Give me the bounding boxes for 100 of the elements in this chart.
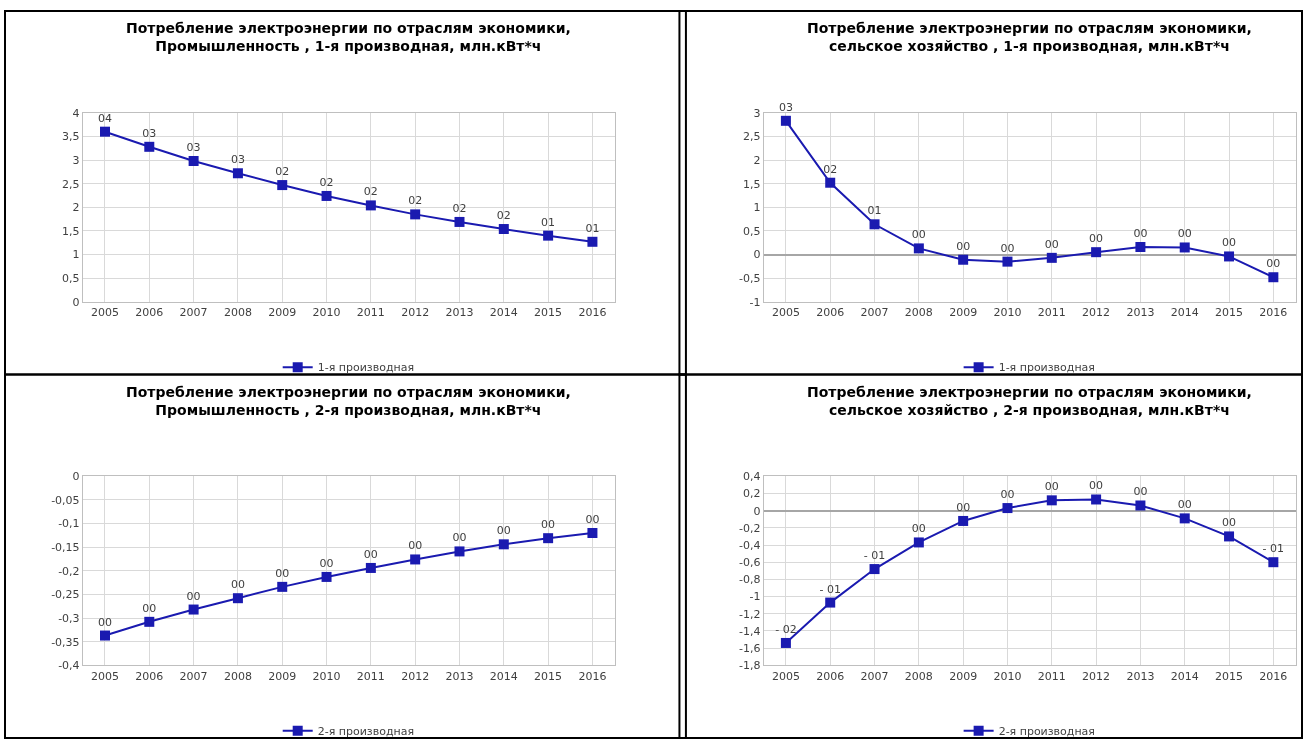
data-label: 00 (1266, 257, 1281, 271)
data-label: - 02 (775, 622, 797, 636)
point (498, 224, 509, 235)
x-tick-label: 2016 (1259, 306, 1288, 319)
data-label: 00 (911, 522, 926, 536)
x-tick-label: 2005 (771, 669, 800, 683)
data-label: 04 (97, 111, 112, 125)
y-tick-label: 0,5 (62, 272, 80, 286)
data-label: - 01 (1262, 542, 1285, 556)
y-tick-label: 1 (753, 201, 761, 215)
y-tick-label: -0,6 (739, 556, 761, 570)
point (232, 168, 243, 179)
data-label: - 01 (819, 582, 841, 596)
point (232, 593, 243, 604)
point (869, 219, 880, 230)
point (144, 141, 155, 152)
data-label: - 01 (863, 549, 886, 563)
x-tick-label: 2014 (489, 306, 518, 319)
x-tick-label: 2015 (534, 669, 563, 683)
x-tick-label: 2011 (1037, 669, 1066, 683)
point (144, 616, 155, 627)
point (1179, 242, 1190, 253)
data-label: 02 (319, 175, 334, 189)
y-tick-label: 3,5 (62, 130, 80, 144)
y-tick-label: -0,2 (739, 521, 761, 535)
x-tick-label: 2013 (1126, 669, 1155, 683)
point (543, 230, 554, 241)
data-label: 00 (408, 539, 423, 553)
y-tick-label: 0 (72, 470, 80, 484)
x-tick-label: 2009 (268, 306, 297, 319)
data-label: 03 (142, 126, 157, 140)
x-tick-label: 2008 (904, 306, 933, 319)
point (825, 177, 836, 188)
point (365, 200, 376, 211)
x-tick-label: 2005 (771, 306, 800, 319)
x-tick-label: 2006 (135, 306, 164, 319)
x-tick-label: 2006 (135, 669, 164, 683)
y-tick-label: -0,8 (739, 573, 761, 587)
point (321, 190, 332, 201)
x-tick-label: 2012 (1082, 669, 1111, 683)
y-tick-label: 2 (72, 201, 80, 215)
data-label: 00 (956, 500, 971, 514)
y-tick-label: 1 (72, 248, 80, 262)
x-tick-label: 2016 (578, 306, 607, 319)
legend-label: 1-я производная (998, 361, 1095, 375)
x-tick-label: 2014 (489, 669, 518, 683)
x-tick-label: 2013 (1126, 306, 1155, 319)
point (1002, 503, 1013, 514)
x-tick-label: 2005 (90, 306, 119, 319)
point (188, 155, 199, 166)
x-tick-label: 2007 (860, 669, 889, 683)
data-label: 00 (319, 556, 334, 570)
data-label: 00 (97, 615, 112, 629)
x-tick-label: 2011 (1037, 306, 1066, 319)
y-tick-label: -0,1 (58, 517, 80, 531)
data-label: 02 (408, 194, 423, 208)
point (780, 637, 791, 648)
y-tick-label: 1,5 (62, 224, 80, 238)
x-tick-label: 2012 (401, 669, 430, 683)
x-tick-label: 2010 (993, 669, 1022, 683)
data-label: 00 (1089, 232, 1104, 246)
x-tick-label: 2012 (401, 306, 430, 319)
x-tick-label: 2009 (268, 669, 297, 683)
data-label: 00 (585, 512, 600, 526)
data-label: 02 (496, 209, 511, 223)
point (99, 630, 110, 641)
data-label: 00 (363, 547, 378, 561)
x-tick-label: 2015 (534, 306, 563, 319)
point (277, 581, 288, 592)
y-tick-label: -1,6 (739, 641, 761, 655)
legend-label: 1-я производная (317, 361, 415, 375)
data-label: 00 (1222, 236, 1237, 250)
point (780, 115, 791, 126)
data-label: 00 (496, 524, 511, 538)
x-tick-label: 2006 (816, 669, 845, 683)
legend-label: 2-я производная (998, 724, 1095, 738)
data-label: 00 (1044, 237, 1059, 251)
data-label: 00 (1044, 480, 1059, 494)
x-tick-label: 2016 (1259, 669, 1288, 683)
y-tick-label: -1 (749, 295, 761, 309)
data-label: 00 (1177, 498, 1192, 512)
y-tick-label: -0,4 (739, 538, 761, 552)
point (1091, 494, 1102, 505)
y-tick-label: -0,3 (58, 611, 80, 625)
x-tick-label: 2013 (445, 306, 474, 319)
data-label: 03 (778, 100, 793, 114)
y-tick-label: -0,05 (51, 493, 80, 507)
data-label: 02 (452, 201, 467, 215)
x-tick-label: 2007 (860, 306, 889, 319)
point (321, 571, 332, 582)
point (1224, 531, 1235, 542)
point (1179, 513, 1190, 524)
x-tick-label: 2012 (1082, 306, 1111, 319)
data-label: 00 (1133, 226, 1148, 240)
data-label: 00 (1133, 485, 1148, 499)
point (277, 180, 288, 191)
point (543, 533, 554, 544)
point (913, 243, 924, 254)
y-tick-label: -1,2 (739, 607, 761, 621)
point (410, 209, 421, 220)
